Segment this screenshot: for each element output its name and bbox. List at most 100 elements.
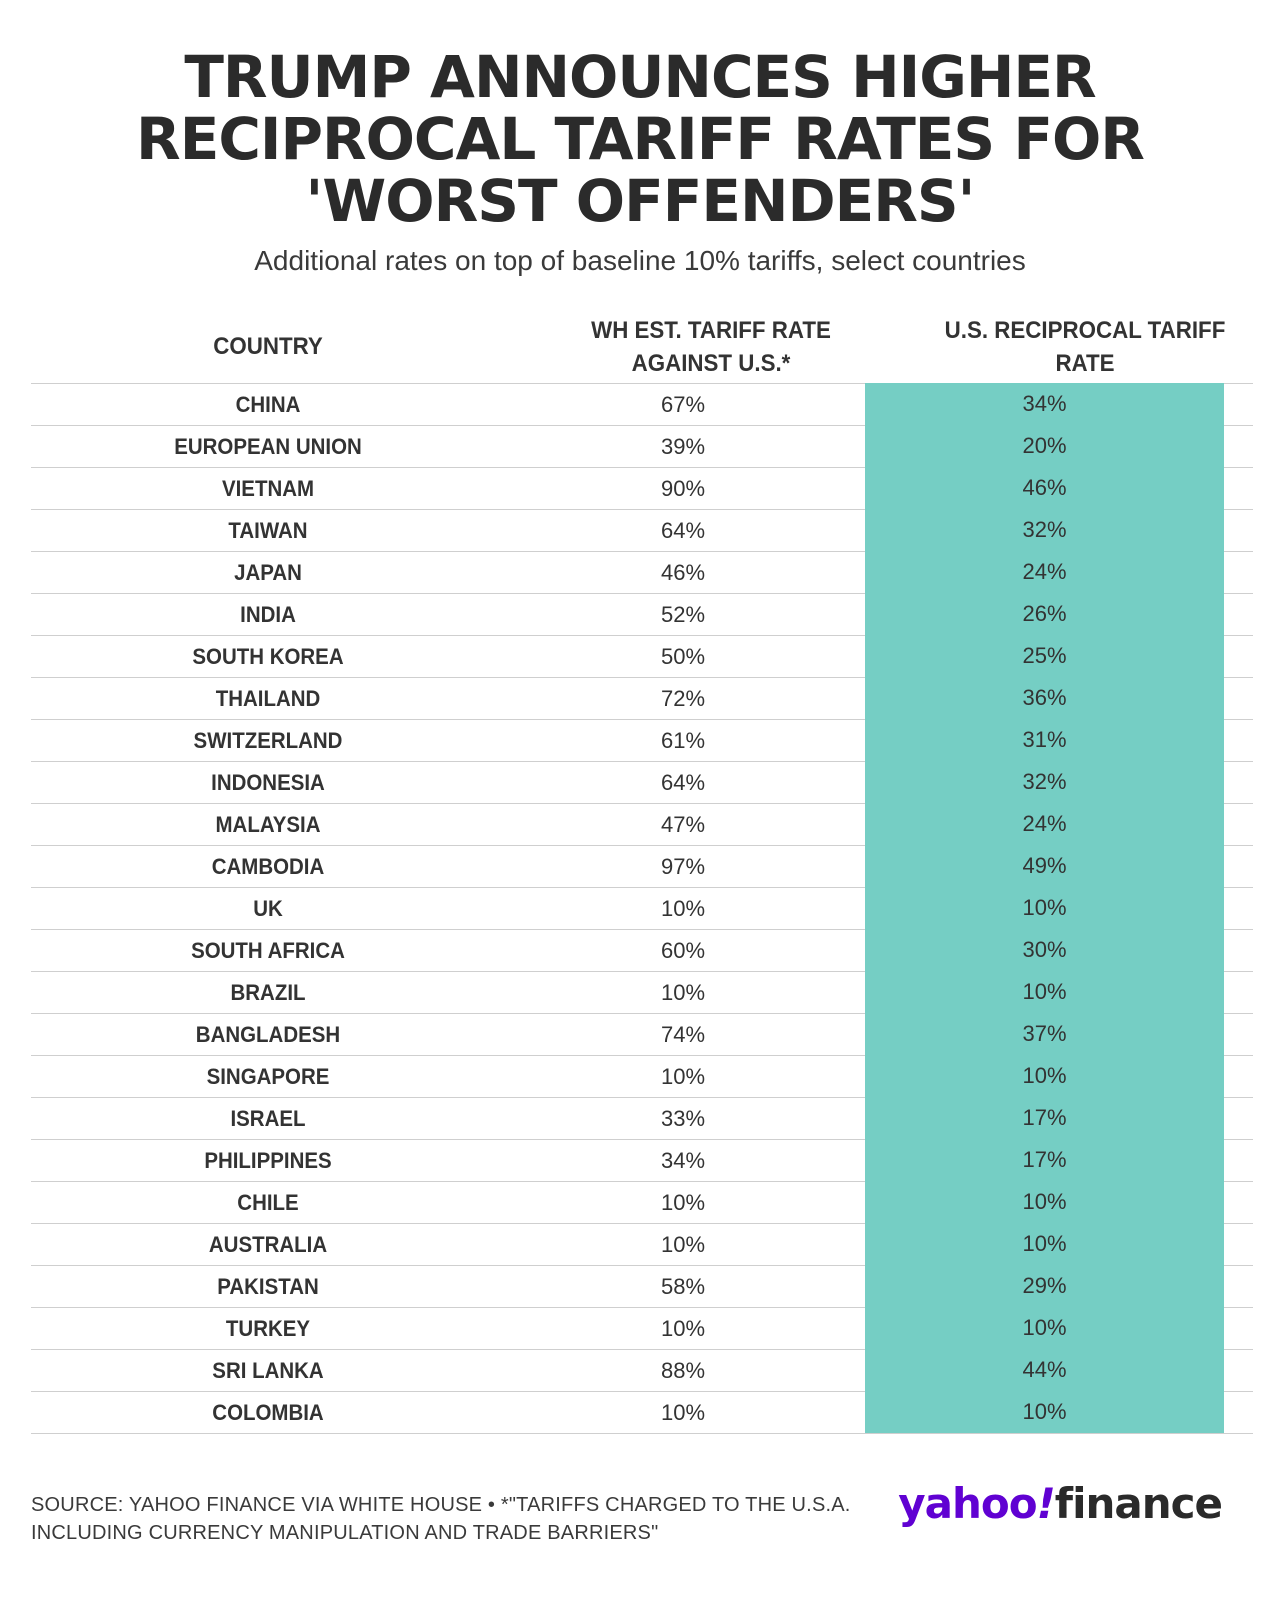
cell-us-rate: 29% — [865, 1265, 1224, 1307]
title-line: 'WORST OFFENDERS' — [305, 167, 976, 235]
cell-wh-rate: 67% — [660, 391, 706, 417]
table-body: CHINA 67% 34% EUROPEAN UNION 39% 20% VIETNAM 90… — [31, 383, 1253, 1434]
cell-wh-rate: 64% — [660, 517, 706, 543]
header-us-rate: U.S. RECIPROCAL TARIFF RATE — [929, 310, 1241, 383]
cell-us-rate: 10% — [865, 971, 1224, 1013]
table-row: PHILIPPINES 34% 17% — [31, 1139, 1253, 1181]
cell-country: INDONESIA — [211, 769, 325, 795]
logo-yahoo: yahoo — [898, 1479, 1037, 1528]
table-row: ISRAEL 33% 17% — [31, 1097, 1253, 1139]
tariff-table: COUNTRY WH EST. TARIFF RATE AGAINST U.S.… — [31, 310, 1253, 1434]
cell-us-rate: 20% — [865, 425, 1224, 467]
cell-us-rate: 30% — [865, 929, 1224, 971]
cell-country: AUSTRALIA — [208, 1231, 328, 1257]
cell-wh-rate: 10% — [660, 1189, 706, 1215]
table-row: COLOMBIA 10% 10% — [31, 1391, 1253, 1434]
cell-us-rate: 34% — [865, 383, 1224, 425]
cell-us-rate: 32% — [865, 509, 1224, 551]
cell-wh-rate: 10% — [660, 1063, 706, 1089]
cell-wh-rate: 10% — [660, 1399, 706, 1425]
cell-us-rate: 10% — [865, 1181, 1224, 1223]
cell-country: EUROPEAN UNION — [174, 433, 362, 459]
cell-wh-rate: 74% — [660, 1021, 706, 1047]
table-row: TURKEY 10% 10% — [31, 1307, 1253, 1349]
cell-country: TURKEY — [225, 1315, 311, 1341]
table-row: SINGAPORE 10% 10% — [31, 1055, 1253, 1097]
cell-us-rate: 10% — [865, 1307, 1224, 1349]
logo-bang: ! — [1036, 1479, 1056, 1528]
logo-finance: finance — [1054, 1479, 1223, 1528]
cell-wh-rate: 58% — [660, 1273, 706, 1299]
cell-wh-rate: 52% — [660, 601, 706, 627]
table-row: INDIA 52% 26% — [31, 593, 1253, 635]
table-row: TAIWAN 64% 32% — [31, 509, 1253, 551]
cell-us-rate: 25% — [865, 635, 1224, 677]
cell-wh-rate: 72% — [660, 685, 706, 711]
cell-us-rate: 10% — [865, 1223, 1224, 1265]
cell-us-rate: 10% — [865, 1055, 1224, 1097]
cell-wh-rate: 39% — [660, 433, 706, 459]
cell-country: THAILAND — [215, 685, 321, 711]
cell-country: TAIWAN — [228, 517, 308, 543]
table-row: THAILAND 72% 36% — [31, 677, 1253, 719]
cell-country: CHILE — [237, 1189, 299, 1215]
cell-wh-rate: 50% — [660, 643, 706, 669]
cell-country: VIETNAM — [221, 475, 315, 501]
yahoo-finance-logo: yahoo!finance — [872, 1474, 1223, 1534]
table-row: VIETNAM 90% 46% — [31, 467, 1253, 509]
table-row: SOUTH AFRICA 60% 30% — [31, 929, 1253, 971]
cell-wh-rate: 88% — [660, 1357, 706, 1383]
cell-wh-rate: 10% — [660, 895, 706, 921]
cell-wh-rate: 46% — [660, 559, 706, 585]
cell-us-rate: 10% — [865, 1391, 1224, 1433]
header-wh-line: AGAINST U.S.* — [631, 349, 791, 377]
cell-country: SINGAPORE — [206, 1063, 330, 1089]
header-wh-rate: WH EST. TARIFF RATE AGAINST U.S.* — [519, 310, 902, 383]
cell-country: SOUTH AFRICA — [191, 937, 345, 963]
cell-wh-rate: 10% — [660, 979, 706, 1005]
cell-country: INDIA — [240, 601, 296, 627]
cell-us-rate: 10% — [865, 887, 1224, 929]
table-row: AUSTRALIA 10% 10% — [31, 1223, 1253, 1265]
cell-country: ISRAEL — [230, 1105, 306, 1131]
table-row: CHINA 67% 34% — [31, 383, 1253, 425]
header-us-line: U.S. RECIPROCAL TARIFF — [944, 316, 1226, 344]
table-row: SRI LANKA 88% 44% — [31, 1349, 1253, 1391]
cell-us-rate: 36% — [865, 677, 1224, 719]
subtitle: Additional rates on top of baseline 10% … — [254, 245, 1026, 276]
cell-wh-rate: 47% — [660, 811, 706, 837]
header-wh-line: WH EST. TARIFF RATE — [591, 316, 831, 344]
table-row: BANGLADESH 74% 37% — [31, 1013, 1253, 1055]
cell-country: SOUTH KOREA — [192, 643, 344, 669]
table-row: BRAZIL 10% 10% — [31, 971, 1253, 1013]
cell-country: SWITZERLAND — [193, 727, 343, 753]
source-note: SOURCE: YAHOO FINANCE VIA WHITE HOUSE • … — [31, 1494, 851, 1544]
cell-country: CAMBODIA — [211, 853, 325, 879]
cell-country: COLOMBIA — [212, 1399, 324, 1425]
cell-wh-rate: 10% — [660, 1231, 706, 1257]
cell-country: PAKISTAN — [217, 1273, 319, 1299]
cell-country: PHILIPPINES — [204, 1147, 332, 1173]
cell-wh-rate: 61% — [660, 727, 706, 753]
table-row: SWITZERLAND 61% 31% — [31, 719, 1253, 761]
table-row: EUROPEAN UNION 39% 20% — [31, 425, 1253, 467]
cell-us-rate: 32% — [865, 761, 1224, 803]
table-row: INDONESIA 64% 32% — [31, 761, 1253, 803]
cell-us-rate: 24% — [865, 803, 1224, 845]
header-us-line: RATE — [1055, 349, 1115, 377]
cell-us-rate: 24% — [865, 551, 1224, 593]
cell-country: UK — [253, 895, 283, 921]
table-row: CAMBODIA 97% 49% — [31, 845, 1253, 887]
cell-wh-rate: 97% — [660, 853, 706, 879]
title-line: RECIPROCAL TARIFF RATES FOR — [136, 105, 1145, 173]
cell-country: CHINA — [235, 391, 301, 417]
cell-wh-rate: 34% — [660, 1147, 706, 1173]
cell-us-rate: 26% — [865, 593, 1224, 635]
cell-country: JAPAN — [234, 559, 302, 585]
page-title: TRUMP ANNOUNCES HIGHER RECIPROCAL TARIFF… — [0, 46, 1280, 232]
cell-us-rate: 17% — [865, 1097, 1224, 1139]
table-row: SOUTH KOREA 50% 25% — [31, 635, 1253, 677]
table-row: JAPAN 46% 24% — [31, 551, 1253, 593]
title-line: TRUMP ANNOUNCES HIGHER — [184, 43, 1096, 111]
cell-wh-rate: 33% — [660, 1105, 706, 1131]
